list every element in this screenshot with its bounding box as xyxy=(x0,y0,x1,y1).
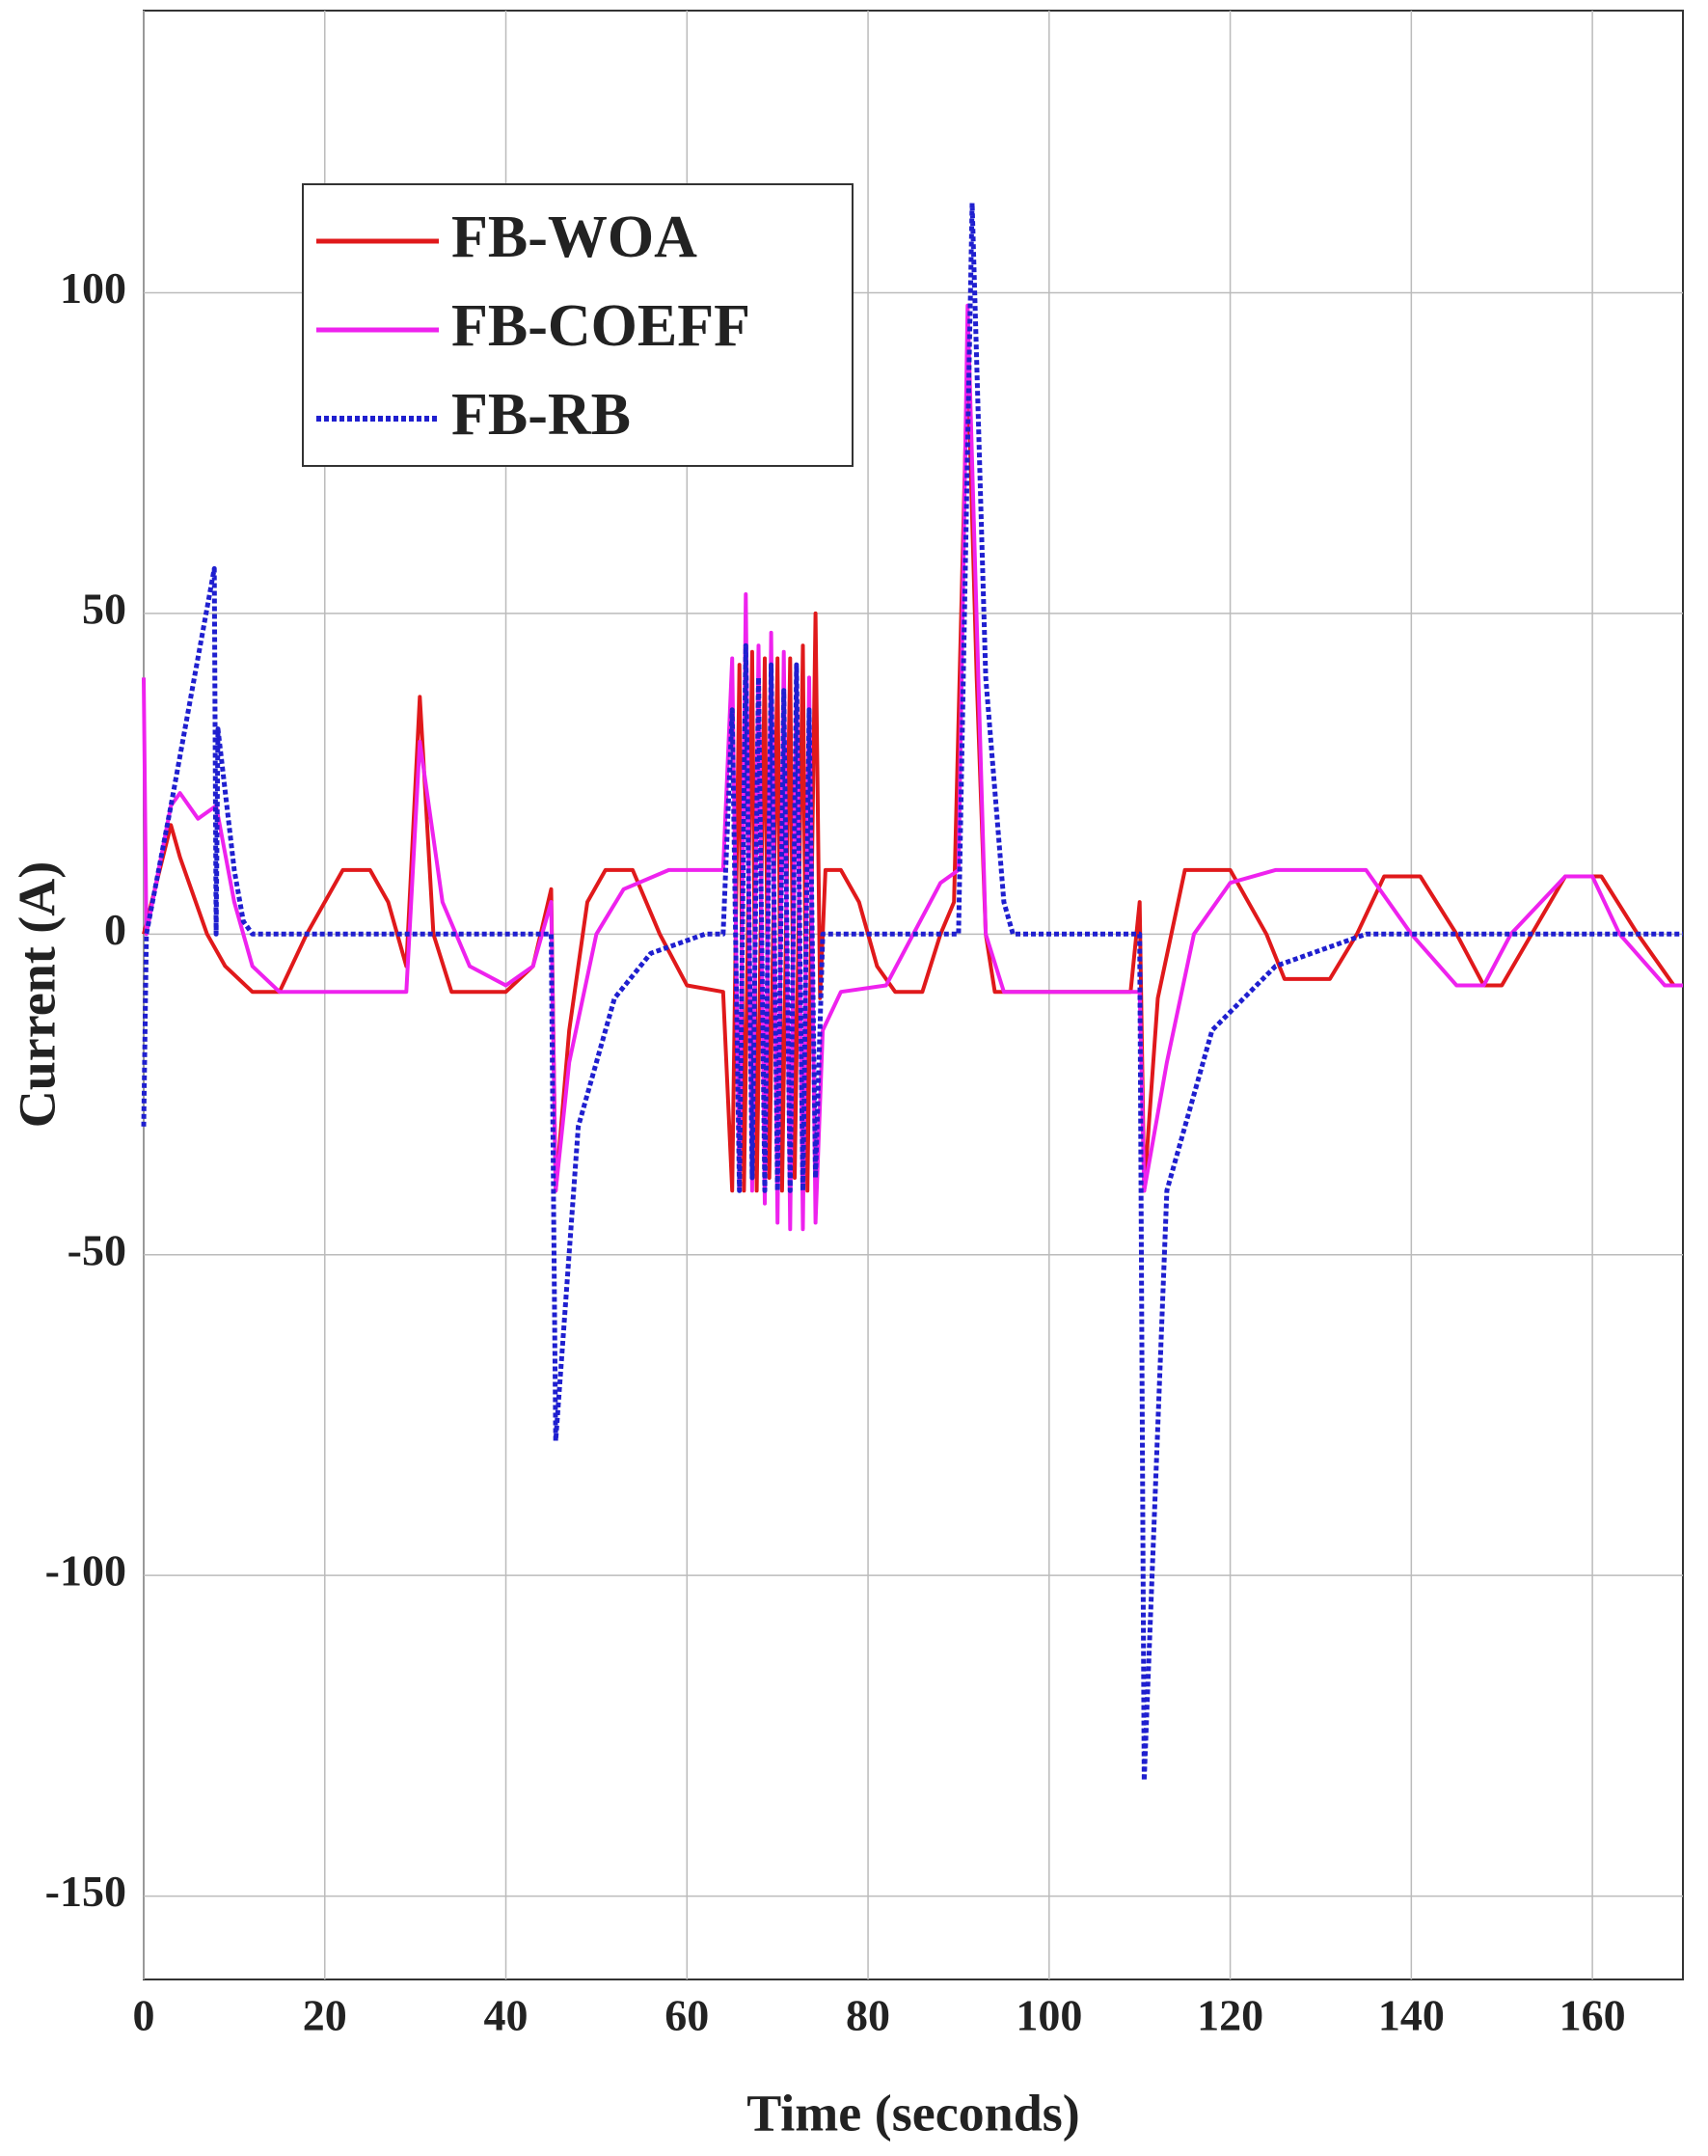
y-tick-label: 100 xyxy=(60,263,126,313)
series-line xyxy=(142,303,1683,1232)
legend-label: FB-COEFF xyxy=(451,293,750,359)
y-tick-label: -100 xyxy=(45,1546,126,1596)
x-axis-label: Time (seconds) xyxy=(746,2084,1080,2142)
x-tick-label: 100 xyxy=(1016,1991,1082,2040)
y-tick-label: -150 xyxy=(45,1867,126,1916)
y-tick-label: -50 xyxy=(68,1225,126,1274)
x-tick-label: 0 xyxy=(133,1991,155,2040)
y-tick-label: 0 xyxy=(104,905,126,954)
x-tick-label: 40 xyxy=(484,1991,529,2040)
legend-label: FB-WOA xyxy=(451,205,697,270)
legend: FB-WOA FB-COEFF FB-RB xyxy=(302,183,854,467)
series-line xyxy=(142,355,1683,1193)
x-tick-label: 120 xyxy=(1197,1991,1263,2040)
x-tick-label: 60 xyxy=(664,1991,709,2040)
x-tick-label: 160 xyxy=(1559,1991,1626,2040)
y-axis-label: Current (A) xyxy=(8,861,66,1128)
legend-label: FB-RB xyxy=(451,382,631,448)
lines xyxy=(141,200,1683,1784)
y-tick-label: 50 xyxy=(82,584,126,633)
x-tick-label: 140 xyxy=(1378,1991,1445,2040)
x-tick-label: 20 xyxy=(303,1991,347,2040)
series-line xyxy=(141,200,1683,1784)
x-tick-label: 80 xyxy=(846,1991,890,2040)
